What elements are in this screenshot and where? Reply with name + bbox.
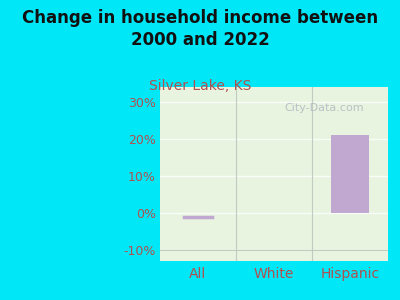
Text: Silver Lake, KS: Silver Lake, KS: [149, 80, 251, 94]
Text: Change in household income between
2000 and 2022: Change in household income between 2000 …: [22, 9, 378, 49]
Bar: [331, 135, 369, 213]
Text: City-Data.com: City-Data.com: [284, 103, 364, 113]
